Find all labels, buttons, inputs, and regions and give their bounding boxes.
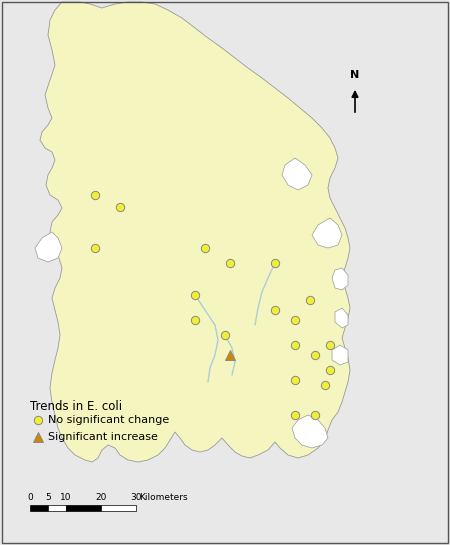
Text: 5: 5	[45, 493, 51, 502]
Text: N: N	[351, 70, 360, 80]
Polygon shape	[292, 415, 328, 448]
Polygon shape	[282, 158, 312, 190]
Polygon shape	[35, 232, 62, 262]
Polygon shape	[40, 2, 350, 462]
Bar	[48, 505, 66, 511]
Text: No significant change: No significant change	[48, 415, 169, 425]
Polygon shape	[332, 268, 348, 290]
Text: 30: 30	[130, 493, 142, 502]
Polygon shape	[332, 345, 348, 365]
Bar	[30, 505, 48, 511]
Text: 10: 10	[60, 493, 72, 502]
Polygon shape	[312, 218, 342, 248]
Text: Significant increase: Significant increase	[48, 432, 158, 442]
Text: 0: 0	[27, 493, 33, 502]
Text: 20: 20	[95, 493, 107, 502]
Text: Kilometers: Kilometers	[139, 493, 188, 502]
Bar	[66, 505, 101, 511]
Bar	[101, 505, 136, 511]
Text: Trends in E. coli: Trends in E. coli	[30, 400, 122, 413]
Polygon shape	[335, 308, 348, 328]
